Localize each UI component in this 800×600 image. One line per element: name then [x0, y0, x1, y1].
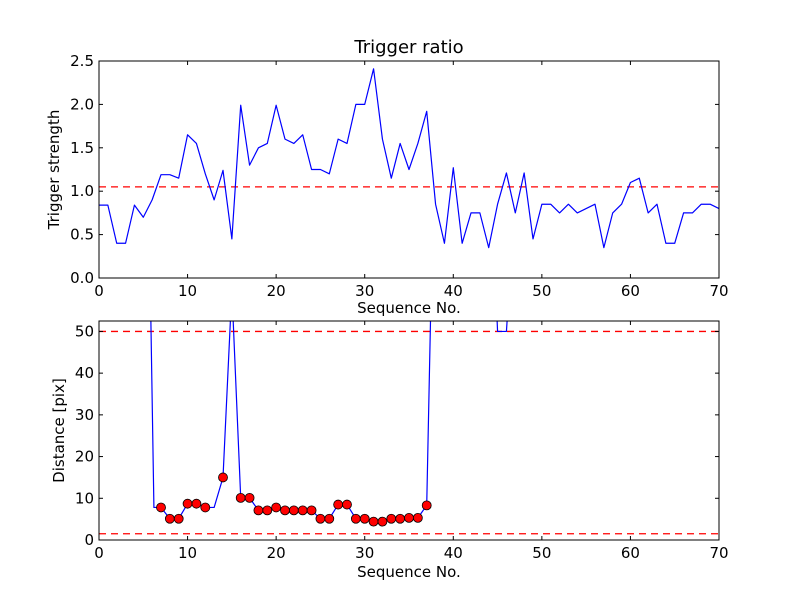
- data-point: [288, 505, 299, 516]
- x-tick-label: 20: [267, 282, 286, 300]
- axes-frame: [98, 60, 720, 279]
- data-point: [297, 505, 308, 516]
- data-point: [333, 499, 344, 510]
- data-point: [200, 502, 211, 513]
- ticks: [98, 60, 720, 279]
- data-point: [164, 513, 175, 524]
- series-lines: [150, 321, 508, 523]
- data-point: [350, 513, 361, 524]
- series-line: [496, 321, 508, 333]
- y-tick-label: 1.0: [70, 182, 94, 200]
- y-axis-label: Trigger strength: [45, 110, 63, 231]
- y-tick-label: 40: [75, 364, 94, 382]
- x-tick-label: 10: [178, 282, 197, 300]
- x-tick-label: 50: [532, 544, 551, 562]
- plot-area: [99, 321, 719, 535]
- x-tick-label: 50: [532, 282, 551, 300]
- trigger-ratio-chart: Trigger ratio 0 10 20 30 40 50 60 70 0.0 0.5 1.0 1…: [45, 37, 729, 317]
- y-tick-label: 30: [75, 406, 94, 424]
- x-tick-label: 0: [94, 544, 104, 562]
- data-point: [173, 513, 184, 524]
- y-tick-label: 0: [84, 531, 94, 549]
- axes-frame: [98, 320, 720, 541]
- y-tick-label: 2.5: [70, 52, 94, 70]
- y-tick-label: 0.5: [70, 226, 94, 244]
- plot-area: [99, 68, 719, 249]
- data-point: [386, 513, 397, 524]
- data-point: [156, 502, 166, 513]
- ticks: [98, 321, 720, 541]
- x-tick-label: 30: [355, 544, 374, 562]
- data-point: [306, 505, 317, 516]
- data-point: [342, 499, 352, 510]
- data-point: [235, 492, 246, 503]
- chart-title: Trigger ratio: [353, 37, 463, 58]
- data-point: [262, 505, 273, 516]
- x-tick-label: 40: [444, 544, 463, 562]
- series-markers: [156, 472, 432, 527]
- data-point: [324, 513, 335, 524]
- data-point: [421, 500, 432, 511]
- x-tick-label: 40: [444, 282, 463, 300]
- x-tick-label: 60: [621, 544, 640, 562]
- x-axis-label: Sequence No.: [357, 299, 461, 317]
- y-tick-label: 10: [75, 489, 94, 507]
- data-point: [280, 505, 290, 516]
- x-tick-labels: 0 10 20 30 40 50 60 70: [94, 544, 728, 562]
- x-tick-label: 10: [178, 544, 197, 562]
- series-lines: [99, 68, 719, 249]
- data-point: [218, 472, 228, 483]
- threshold-lines: [99, 330, 719, 535]
- x-tick-label: 60: [621, 282, 640, 300]
- data-point: [395, 513, 406, 524]
- y-tick-label: 50: [75, 322, 94, 340]
- x-tick-label: 70: [709, 544, 728, 562]
- x-tick-label: 30: [355, 282, 374, 300]
- series-line: [150, 321, 432, 523]
- x-tick-label: 20: [267, 544, 286, 562]
- data-point: [271, 502, 282, 513]
- x-tick-labels: 0 10 20 30 40 50 60 70: [94, 282, 728, 300]
- data-point: [244, 492, 255, 503]
- data-point: [368, 516, 379, 527]
- y-axis-label: Distance [pix]: [50, 378, 68, 483]
- y-tick-labels: 0 10 20 30 40 50: [75, 322, 94, 549]
- y-tick-label: 20: [75, 448, 94, 466]
- data-point: [412, 512, 423, 523]
- y-tick-label: 2.0: [70, 95, 94, 113]
- y-tick-label: 0.0: [70, 269, 94, 287]
- data-point: [182, 498, 193, 509]
- data-point: [359, 513, 370, 524]
- x-tick-label: 0: [94, 282, 104, 300]
- data-point: [253, 505, 264, 516]
- series-line: [99, 68, 719, 249]
- y-tick-label: 1.5: [70, 139, 94, 157]
- distance-chart: 0 10 20 30 40 50 60 70 0 10 20 30 40 50 Sequence No.…: [50, 320, 729, 581]
- data-point: [377, 516, 388, 527]
- data-point: [404, 512, 414, 523]
- y-tick-labels: 0.0 0.5 1.0 1.5 2.0 2.5: [70, 52, 94, 287]
- data-point: [191, 498, 202, 509]
- x-tick-label: 70: [709, 282, 728, 300]
- data-point: [315, 513, 326, 524]
- x-axis-label: Sequence No.: [357, 563, 461, 581]
